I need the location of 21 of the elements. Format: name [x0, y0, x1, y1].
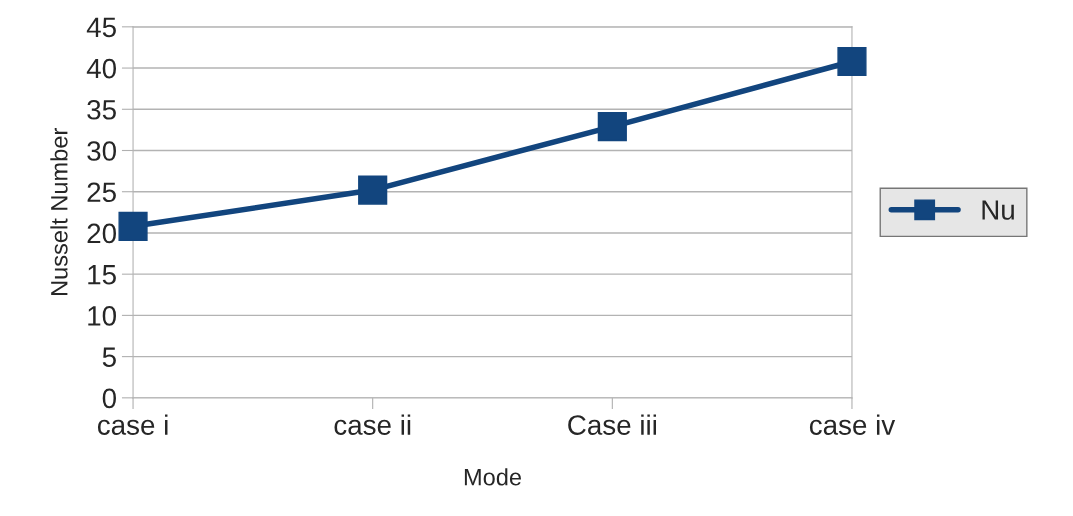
y-tick-label: 35 [87, 99, 116, 120]
x-tick-label: Case iii [568, 414, 656, 435]
y-tick-label: 5 [102, 347, 116, 367]
x-tick-label: case iv [809, 414, 896, 435]
y-tick-label: 10 [88, 306, 116, 326]
y-tick-label: 30 [87, 141, 116, 161]
x-tick-label: case ii [334, 414, 411, 435]
x-axis-title: Mode [464, 468, 521, 486]
y-tick-label: 40 [86, 58, 116, 79]
y-tick-label: 45 [86, 17, 116, 38]
point [597, 112, 627, 142]
x-tick-label: case i [97, 414, 168, 435]
point [118, 211, 148, 241]
point [837, 46, 867, 77]
legend-label: Nu [982, 200, 1014, 220]
point [358, 175, 388, 205]
y-tick-label: 25 [87, 182, 116, 203]
y-tick-label: 0 [102, 388, 116, 409]
y-tick-label: 15 [88, 265, 116, 285]
y-axis-title: Nusselt Number [50, 128, 68, 296]
y-tick-label: 20 [87, 223, 116, 244]
